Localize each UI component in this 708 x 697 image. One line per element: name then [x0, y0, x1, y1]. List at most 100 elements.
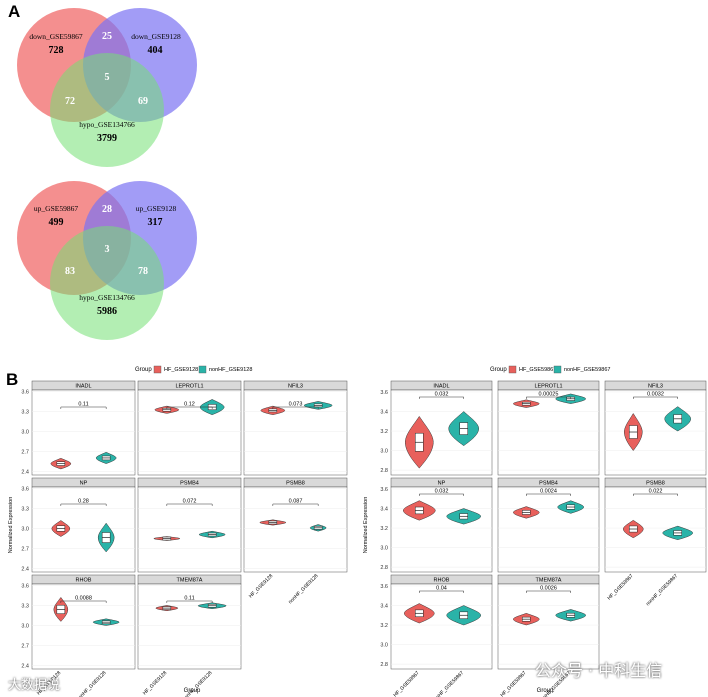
facet-panel — [243, 486, 348, 573]
facet-panel — [137, 486, 242, 573]
x-tick-label: nonHF_GSE59867 — [431, 670, 465, 697]
p-value: 0.12 — [184, 402, 195, 408]
venn-set-label: up_GSE59867 — [34, 204, 78, 213]
legend-swatch-nonhf — [553, 365, 562, 374]
venn-set-label: down_GSE9128 — [131, 32, 181, 41]
p-value: 0.04 — [436, 586, 447, 592]
p-value: 0.022 — [649, 489, 663, 495]
facet-np: NP 2.4 2.7 3.0 3.3 3.6 0.28 — [21, 477, 136, 573]
facet-title: PSMB8 — [646, 481, 665, 487]
y-tick-label: 3.3 — [21, 506, 29, 512]
y-tick-label: 3.3 — [21, 603, 29, 609]
facet-panel — [497, 583, 600, 670]
y-axis-label: Normalized Expression — [363, 497, 369, 554]
x-tick-label: nonHF_GSE9128 — [287, 573, 319, 605]
y-tick-label: 2.7 — [21, 644, 29, 650]
facet-rhob: RHOB 2.8 3.0 3.2 3.4 3.6 0.04 HF_GSE59867 nonHF_… — [380, 574, 493, 697]
p-value: 0.11 — [78, 402, 88, 408]
facet-panel — [31, 389, 136, 476]
y-tick-label: 2.8 — [380, 565, 388, 571]
legend-swatch-hf — [508, 365, 517, 374]
p-value: 0.0026 — [540, 586, 557, 592]
y-axis-label: Normalized Expression — [8, 497, 14, 554]
x-tick-label: nonHF_GSE9128 — [75, 670, 107, 697]
facet-title: NP — [438, 481, 446, 487]
legend-title: Group — [135, 367, 152, 373]
facet-title: INADL — [75, 384, 91, 390]
venn-count: 69 — [138, 96, 148, 107]
y-tick-label: 2.4 — [21, 664, 29, 670]
x-tick-label: nonHF_GSE59867 — [645, 573, 679, 607]
p-value: 0.087 — [289, 499, 303, 505]
panel-label-a: A — [8, 2, 21, 21]
facet-nfil3: NFIL3 0.073 — [243, 380, 348, 476]
facet-title: TMEM87A — [177, 578, 203, 584]
x-axis-label: Group — [184, 688, 201, 694]
y-tick-label: 3.2 — [380, 623, 388, 629]
y-tick-label: 3.3 — [21, 409, 29, 415]
venn-count: 404 — [148, 45, 163, 56]
venn-count: 28 — [102, 204, 112, 215]
y-tick-label: 3.0 — [21, 429, 29, 435]
p-value: 0.11 — [184, 596, 194, 602]
facet-panel — [137, 389, 242, 476]
facet-panel — [31, 583, 136, 670]
violin-plot-gse9128: Group HF_GSE9128 nonHF_GSE9128 Normalize… — [8, 365, 348, 697]
venn-count: 5986 — [97, 306, 117, 317]
facet-title: LEPROTL1 — [175, 384, 203, 390]
facet-leprotl1: LEPROTL1 0.00025 — [497, 380, 600, 476]
legend-swatch-hf — [153, 365, 162, 374]
y-tick-label: 3.0 — [380, 449, 388, 455]
legend-label-hf: HF_GSE9128 — [164, 367, 198, 373]
facet-title: NFIL3 — [288, 384, 303, 390]
facet-title: PSMB8 — [286, 481, 305, 487]
y-tick-label: 2.4 — [21, 470, 29, 476]
facet-panel — [604, 486, 707, 573]
p-value: 0.073 — [289, 402, 303, 408]
venn-set-label: hypo_GSE134766 — [79, 293, 135, 302]
facet-panel — [31, 486, 136, 573]
legend-swatch-nonhf — [198, 365, 207, 374]
facet-panel — [390, 486, 493, 573]
y-tick-label: 3.6 — [21, 583, 29, 589]
y-tick-label: 3.2 — [380, 429, 388, 435]
venn-circle-set3 — [50, 53, 164, 167]
y-tick-label: 3.4 — [380, 409, 388, 415]
y-tick-label: 3.6 — [21, 389, 29, 395]
y-tick-label: 3.4 — [380, 506, 388, 512]
legend-label-hf: HF_GSE59867 — [519, 367, 556, 373]
venn-count: 72 — [65, 96, 75, 107]
facet-title: RHOB — [434, 578, 450, 584]
x-axis-label: Group — [537, 688, 554, 694]
y-tick-label: 2.8 — [380, 662, 388, 668]
p-value: 0.00025 — [539, 392, 559, 398]
venn-set-label: up_GSE9128 — [136, 204, 177, 213]
facet-np: NP 2.8 3.0 3.2 3.4 3.6 0.032 — [380, 477, 493, 573]
venn-set-label: hypo_GSE134766 — [79, 120, 135, 129]
p-value: 0.28 — [78, 499, 89, 505]
y-tick-label: 3.0 — [380, 546, 388, 552]
facet-panel — [604, 389, 707, 476]
y-tick-label: 3.0 — [21, 623, 29, 629]
watermark-left: 大数据说 — [8, 678, 61, 693]
y-tick-label: 2.7 — [21, 450, 29, 456]
y-tick-label: 3.6 — [380, 487, 388, 493]
venn-count: 728 — [49, 45, 64, 56]
y-tick-label: 3.0 — [21, 526, 29, 532]
watermark-right: 公众号 · 中科生信 — [535, 661, 663, 680]
facet-title: LEPROTL1 — [534, 384, 562, 390]
facet-inadl: INADL 2.4 2.7 3.0 3.3 3.6 0.11 — [21, 380, 136, 476]
facet-title: TMEM87A — [536, 578, 562, 584]
x-tick-label: HF_GSE9128 — [142, 670, 168, 696]
venn-circle-set3 — [50, 226, 164, 340]
facet-panel — [390, 583, 493, 670]
y-tick-label: 2.4 — [21, 567, 29, 573]
p-value: 0.0032 — [647, 392, 664, 398]
legend-label-nonhf: nonHF_GSE9128 — [209, 367, 252, 373]
y-tick-label: 2.7 — [21, 547, 29, 553]
venn-diagram-up: up_GSE59867 up_GSE9128 hypo_GSE134766 49… — [17, 181, 197, 340]
facet-psmb8: PSMB8 0.087 HF_GSE9128 nonHF_GSE9128 — [243, 477, 348, 605]
y-tick-label: 3.0 — [380, 643, 388, 649]
